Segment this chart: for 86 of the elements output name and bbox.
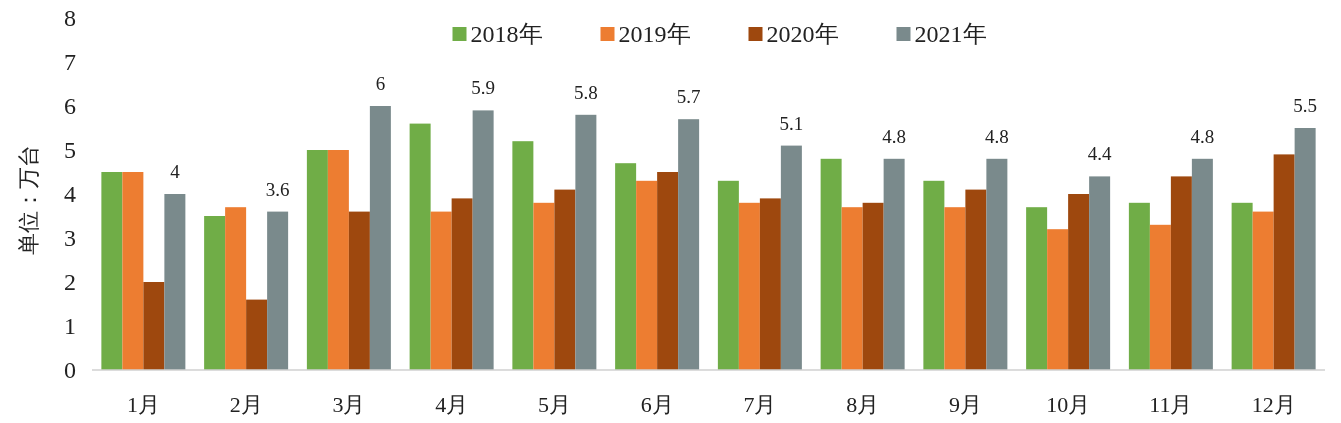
y-tick-label: 2 — [64, 269, 76, 295]
x-tick-label: 8月 — [846, 392, 880, 417]
bar — [1294, 128, 1316, 370]
bar — [636, 180, 658, 370]
bar — [1149, 224, 1171, 370]
x-tick-label: 12月 — [1251, 392, 1296, 417]
data-label: 5.7 — [676, 86, 701, 108]
y-tick-label: 0 — [64, 357, 76, 383]
bar — [1026, 207, 1048, 370]
bar — [409, 123, 431, 370]
data-label: 4 — [170, 161, 181, 182]
bar — [1273, 154, 1295, 370]
bar — [575, 114, 597, 370]
bar — [678, 119, 700, 370]
bar — [862, 202, 884, 370]
bar — [306, 150, 328, 370]
bar — [369, 106, 391, 370]
x-tick-label: 1月 — [126, 392, 160, 417]
y-tick-label: 7 — [64, 49, 76, 75]
y-axis-title: 单位：万台 — [16, 145, 41, 255]
y-tick-label: 1 — [64, 313, 76, 339]
bar — [267, 211, 289, 370]
data-label: 4.8 — [1190, 125, 1215, 147]
bar — [164, 194, 186, 370]
bar — [1231, 202, 1253, 370]
bar — [430, 211, 452, 370]
bar — [738, 202, 760, 370]
bar — [533, 202, 555, 370]
bar — [246, 299, 268, 370]
bar — [1252, 211, 1274, 370]
bar — [204, 216, 226, 370]
bar — [1089, 176, 1111, 370]
x-tick-label: 10月 — [1046, 392, 1091, 417]
y-tick-label: 8 — [64, 5, 76, 31]
bar — [1047, 229, 1069, 370]
bar — [1068, 194, 1090, 370]
x-tick-label: 5月 — [537, 392, 571, 417]
bar — [657, 172, 679, 370]
bar — [986, 158, 1008, 370]
legend-label: 2020年 — [766, 21, 839, 47]
bar — [143, 282, 165, 370]
y-tick-label: 4 — [64, 181, 76, 207]
bar — [101, 172, 123, 370]
bar — [327, 150, 349, 370]
data-label: 5.8 — [574, 81, 598, 103]
bar — [717, 180, 739, 370]
bar — [554, 189, 576, 370]
data-label: 4.8 — [985, 125, 1009, 147]
y-tick-label: 6 — [64, 93, 76, 119]
bar — [841, 207, 863, 370]
bar — [1170, 176, 1192, 370]
bar — [1128, 202, 1150, 370]
y-tick-label: 5 — [64, 137, 76, 163]
y-tick-label: 3 — [64, 225, 76, 251]
legend-label: 2018年 — [470, 21, 543, 47]
bar — [122, 172, 144, 370]
data-label: 5.5 — [1293, 95, 1317, 116]
bar — [615, 163, 637, 370]
x-tick-label: 6月 — [640, 392, 674, 417]
bar — [944, 207, 966, 370]
x-tick-label: 11月 — [1149, 392, 1193, 417]
data-label: 4.4 — [1087, 143, 1112, 165]
bar — [1191, 158, 1213, 370]
data-label: 3.6 — [265, 178, 290, 200]
bar — [472, 110, 494, 370]
bar — [225, 207, 247, 370]
bar — [923, 180, 945, 370]
bar — [759, 198, 781, 370]
bar — [348, 211, 370, 370]
data-label: 5.1 — [779, 112, 804, 134]
bar — [512, 141, 534, 370]
data-label: 5.9 — [471, 77, 495, 99]
x-tick-label: 9月 — [948, 392, 982, 417]
bar — [820, 158, 842, 370]
data-label: 6 — [375, 73, 386, 94]
x-tick-label: 3月 — [332, 392, 366, 417]
bar — [780, 145, 802, 370]
x-tick-label: 2月 — [229, 392, 263, 417]
x-tick-label: 4月 — [435, 392, 469, 417]
bar — [965, 189, 987, 370]
bar — [883, 158, 905, 370]
data-label: 4.8 — [882, 125, 906, 147]
x-tick-label: 7月 — [743, 392, 777, 417]
bar — [451, 198, 473, 370]
legend-label: 2021年 — [914, 21, 987, 47]
legend-label: 2019年 — [618, 21, 691, 47]
